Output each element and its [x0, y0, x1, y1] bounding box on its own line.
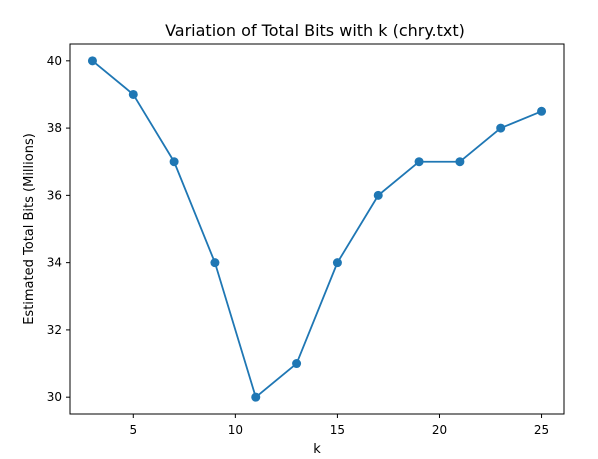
x-tick-label: 5	[129, 423, 137, 437]
series-line	[91, 60, 542, 399]
data-point	[128, 89, 138, 99]
x-tick-label: 15	[330, 423, 345, 437]
x-tick-label: 10	[228, 423, 243, 437]
x-axis-ticks: 5 10 15 20 25	[129, 414, 549, 437]
series-layer	[87, 56, 547, 402]
y-tick-label: 32	[47, 323, 62, 337]
y-tick-label: 40	[47, 54, 62, 68]
y-tick-label: 36	[47, 188, 62, 202]
data-point	[455, 157, 465, 167]
data-point	[414, 157, 424, 167]
data-point	[373, 190, 383, 200]
y-axis-ticks: 30 32 34 36 38 40	[47, 54, 70, 404]
data-point	[496, 123, 506, 133]
data-point	[87, 56, 97, 66]
y-tick-label: 30	[47, 390, 62, 404]
data-point	[210, 258, 220, 268]
y-tick-label: 34	[47, 256, 62, 270]
y-tick-label: 38	[47, 121, 62, 135]
y-axis-label: Estimated Total Bits (Millions)	[22, 133, 37, 325]
data-point	[251, 392, 261, 402]
data-point	[292, 359, 302, 369]
x-tick-label: 20	[432, 423, 447, 437]
data-point	[537, 106, 547, 116]
chart-title: Variation of Total Bits with k (chry.txt…	[165, 21, 465, 40]
plot-area-frame	[69, 43, 565, 415]
x-tick-label: 25	[534, 423, 549, 437]
data-point	[169, 157, 179, 167]
data-point	[332, 258, 342, 268]
x-axis-label: k	[313, 442, 321, 457]
